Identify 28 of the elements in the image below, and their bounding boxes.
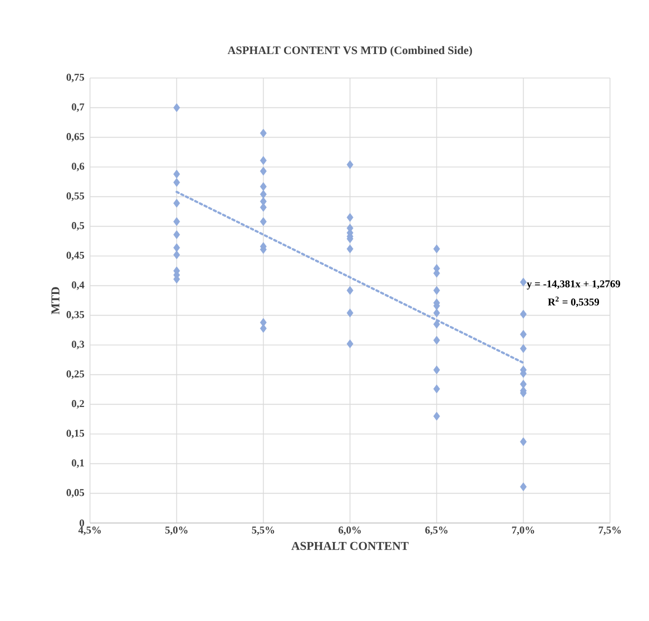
x-tick-label: 6,0% [338,526,361,536]
y-tick-label: 0,65 [66,133,84,142]
x-tick-label: 7,0% [512,526,534,536]
x-tick-label: 5,0% [165,526,188,536]
y-tick-label: 0 [80,519,84,527]
y-tick-label: 0,25 [66,370,84,379]
y-axis-title: MTD [51,287,60,314]
x-tick-label: 6,5% [425,526,448,536]
annotation: R$^{2}$ = 0,5359 [548,296,600,308]
annotation: y = -14,381x + 1,2769 [526,280,620,290]
y-tick-label: 0,35 [66,311,84,320]
x-tick-label: 7,5% [598,526,621,536]
y-tick-label: 0,3 [72,340,84,350]
y-tick-label: 0,4 [72,281,84,290]
y-tick-label: 0,75 [66,74,84,82]
y-tick-label: 0,7 [72,103,84,112]
chart-title: ASPHALT CONTENT VS MTD (Combined Side) [228,46,472,56]
y-tick-label: 0,1 [72,459,84,468]
y-tick-label: 0,6 [72,162,84,172]
x-tick-label: 4,5% [78,526,101,536]
y-tick-label: 0,15 [66,430,84,438]
y-tick-label: 0,45 [66,252,84,260]
y-tick-label: 0,5 [72,222,84,231]
y-tick-label: 0,2 [72,400,84,409]
y-tick-label: 0,05 [66,489,84,498]
x-axis-title: ASPHALT CONTENT [291,542,409,550]
x-tick-label: 5,5% [252,526,274,536]
y-tick-label: 0,55 [66,192,84,201]
